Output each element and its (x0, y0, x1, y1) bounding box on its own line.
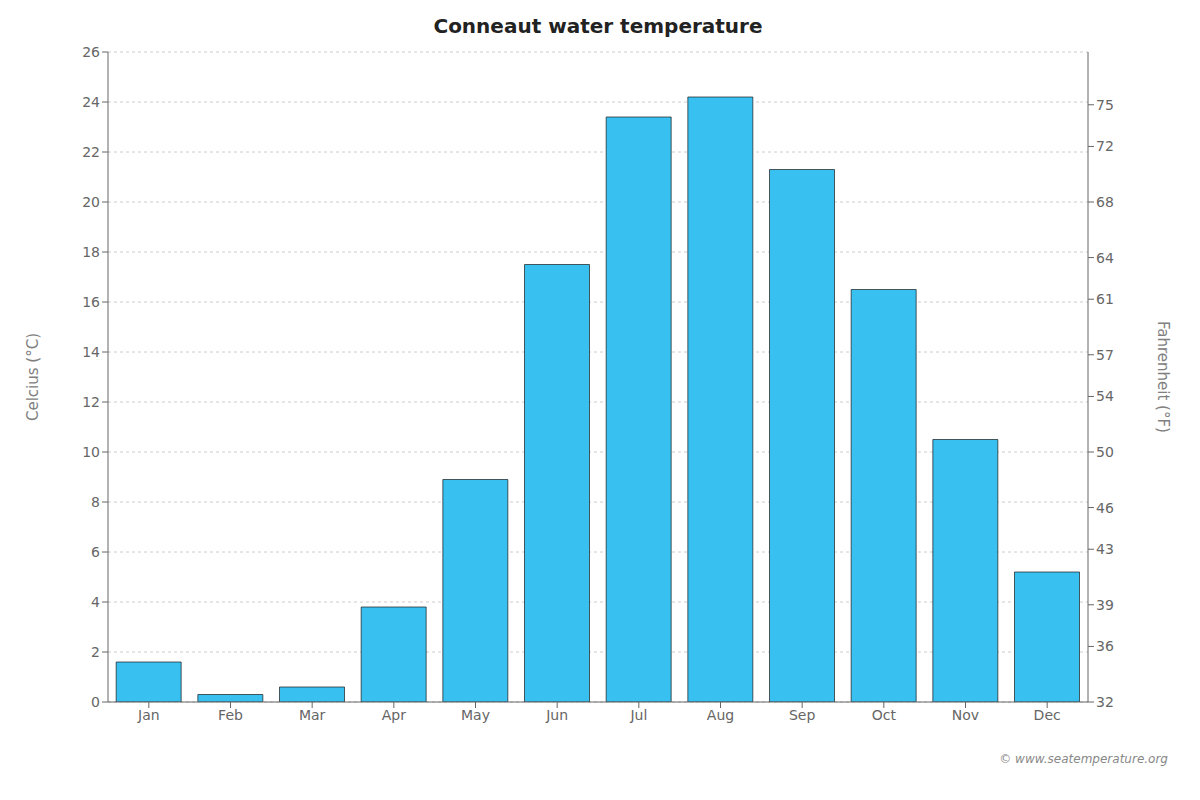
svg-text:54: 54 (1096, 388, 1114, 404)
svg-text:12: 12 (82, 394, 100, 410)
svg-text:Celcius (°C): Celcius (°C) (24, 333, 42, 421)
svg-text:72: 72 (1096, 138, 1114, 154)
svg-text:0: 0 (91, 694, 100, 710)
svg-text:10: 10 (82, 444, 100, 460)
svg-text:Nov: Nov (952, 707, 979, 723)
svg-text:Apr: Apr (382, 707, 406, 723)
svg-text:46: 46 (1096, 500, 1114, 516)
svg-text:64: 64 (1096, 250, 1114, 266)
svg-text:18: 18 (82, 244, 100, 260)
svg-text:14: 14 (82, 344, 100, 360)
html-text:Conneaut water temperature: Conneaut water temperature (433, 14, 763, 38)
svg-text:16: 16 (82, 294, 100, 310)
svg-text:22: 22 (82, 144, 100, 160)
svg-text:24: 24 (82, 94, 100, 110)
svg-text:2: 2 (91, 644, 100, 660)
svg-text:Jan: Jan (137, 707, 160, 723)
svg-text:61: 61 (1096, 291, 1114, 307)
svg-text:Oct: Oct (872, 707, 897, 723)
svg-text:Jul: Jul (629, 707, 647, 723)
svg-text:Jun: Jun (545, 707, 568, 723)
svg-text:20: 20 (82, 194, 100, 210)
svg-text:57: 57 (1096, 347, 1114, 363)
svg-text:4: 4 (91, 594, 100, 610)
svg-text:Aug: Aug (707, 707, 734, 723)
svg-text:26: 26 (82, 44, 100, 60)
svg-text:Feb: Feb (218, 707, 243, 723)
svg-text:75: 75 (1096, 97, 1114, 113)
svg-text:Mar: Mar (299, 707, 326, 723)
svg-text:8: 8 (91, 494, 100, 510)
html-text:© www.seatemperature.org: © www.seatemperature.org (999, 752, 1168, 766)
svg-text:Dec: Dec (1034, 707, 1061, 723)
svg-text:39: 39 (1096, 597, 1114, 613)
svg-text:50: 50 (1096, 444, 1114, 460)
svg-text:36: 36 (1096, 638, 1114, 654)
svg-text:Fahrenheit (°F): Fahrenheit (°F) (1154, 321, 1172, 433)
svg-text:68: 68 (1096, 194, 1114, 210)
svg-text:6: 6 (91, 544, 100, 560)
svg-text:May: May (461, 707, 490, 723)
svg-text:32: 32 (1096, 694, 1114, 710)
svg-text:Sep: Sep (789, 707, 816, 723)
svg-text:43: 43 (1096, 541, 1114, 557)
